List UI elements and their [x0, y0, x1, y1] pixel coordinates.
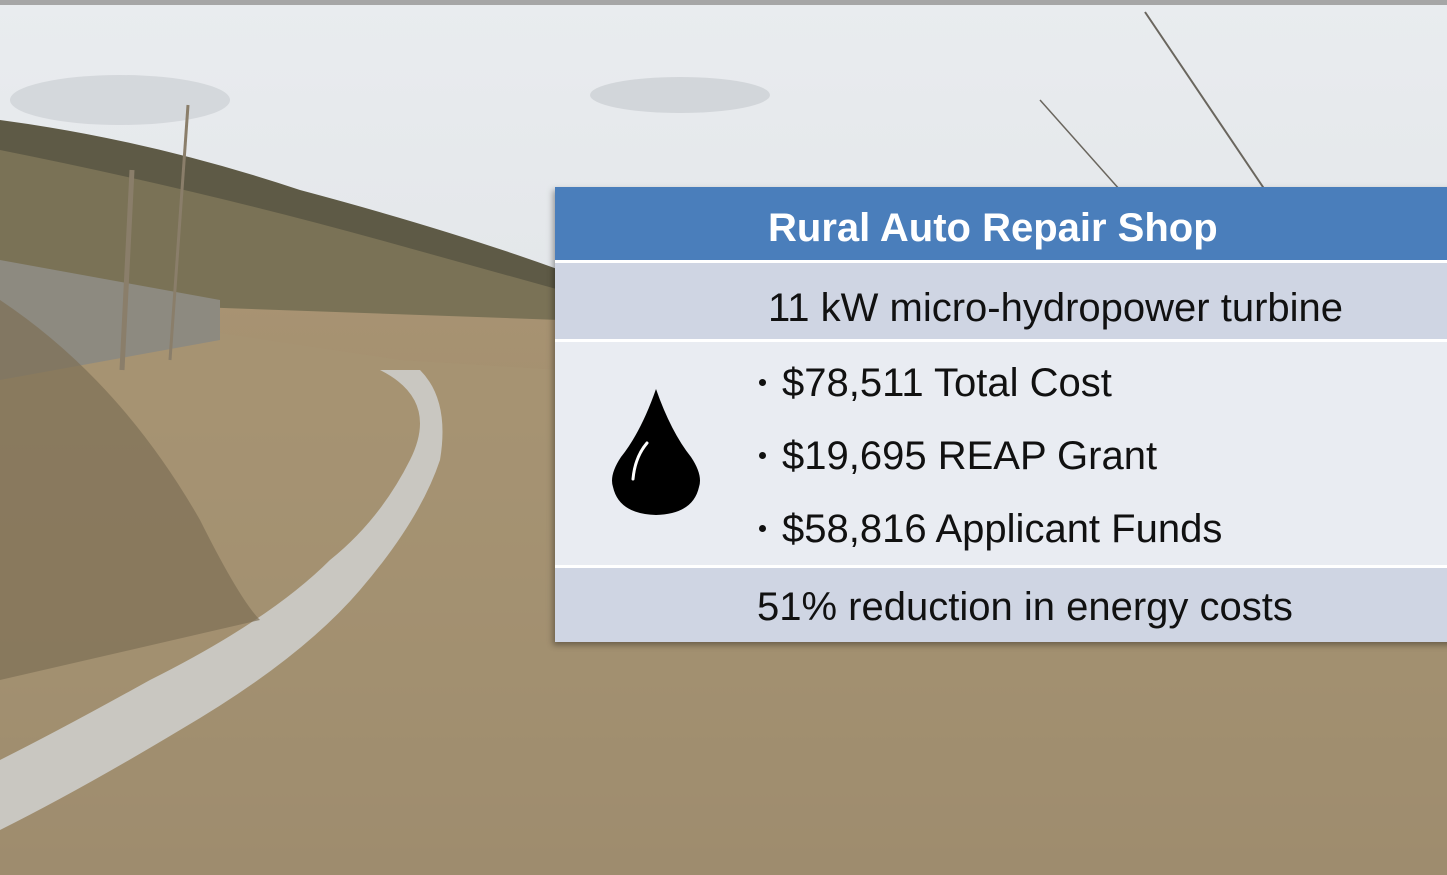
bullet-dot	[759, 378, 766, 386]
bullet-item: $78,511 Total Cost	[755, 363, 1112, 403]
card-subtitle: 11 kW micro-hydropower turbine	[768, 286, 1344, 330]
bullet-item: $19,695 REAP Grant	[755, 436, 1157, 476]
footer-band	[555, 568, 1447, 642]
info-card: Rural Auto Repair Shop 11 kW micro-hydro…	[555, 187, 1447, 642]
bullet-text: $78,511 Total Cost	[782, 361, 1112, 405]
water-drop-icon	[612, 389, 700, 515]
window-border	[0, 0, 1447, 5]
card-footer: 51% reduction in energy costs	[757, 585, 1293, 629]
bullet-dot	[759, 524, 766, 532]
body-band	[555, 342, 1447, 565]
bullet-dot	[759, 451, 766, 459]
header-band	[555, 187, 1447, 260]
bullet-text: $19,695 REAP Grant	[782, 434, 1158, 478]
bullet-text: $58,816 Applicant Funds	[782, 507, 1223, 551]
subtitle-band	[555, 263, 1447, 339]
bullet-item: $58,816 Applicant Funds	[755, 509, 1222, 549]
card-title: Rural Auto Repair Shop	[768, 206, 1218, 250]
